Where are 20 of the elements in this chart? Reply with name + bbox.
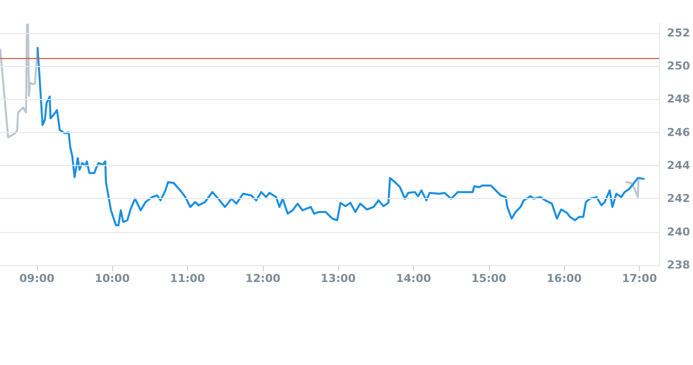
x-tick-label: 13:00 xyxy=(320,272,356,285)
line-series xyxy=(0,24,39,138)
x-tick-label: 16:00 xyxy=(546,272,582,285)
line-series xyxy=(36,46,645,226)
y-tick-label: 242 xyxy=(667,192,690,206)
y-tick-label: 248 xyxy=(667,92,690,106)
y-tick-label: 252 xyxy=(667,26,690,40)
y-tick-label: 240 xyxy=(667,225,690,238)
x-tick-label: 11:00 xyxy=(170,272,206,285)
x-tick-label: 09:00 xyxy=(19,272,55,285)
x-tick-label: 15:00 xyxy=(471,272,507,285)
y-tick-label: 250 xyxy=(667,60,690,73)
y-tick-label: 246 xyxy=(667,126,690,139)
x-tick-label: 17:00 xyxy=(622,272,658,285)
line-series xyxy=(625,179,640,198)
x-tick-label: 10:00 xyxy=(94,272,130,285)
x-tick-label: 14:00 xyxy=(396,272,432,285)
y-tick-label: 238 xyxy=(667,258,690,272)
y-tick-label: 244 xyxy=(667,159,690,172)
x-tick-label: 12:00 xyxy=(245,272,281,285)
